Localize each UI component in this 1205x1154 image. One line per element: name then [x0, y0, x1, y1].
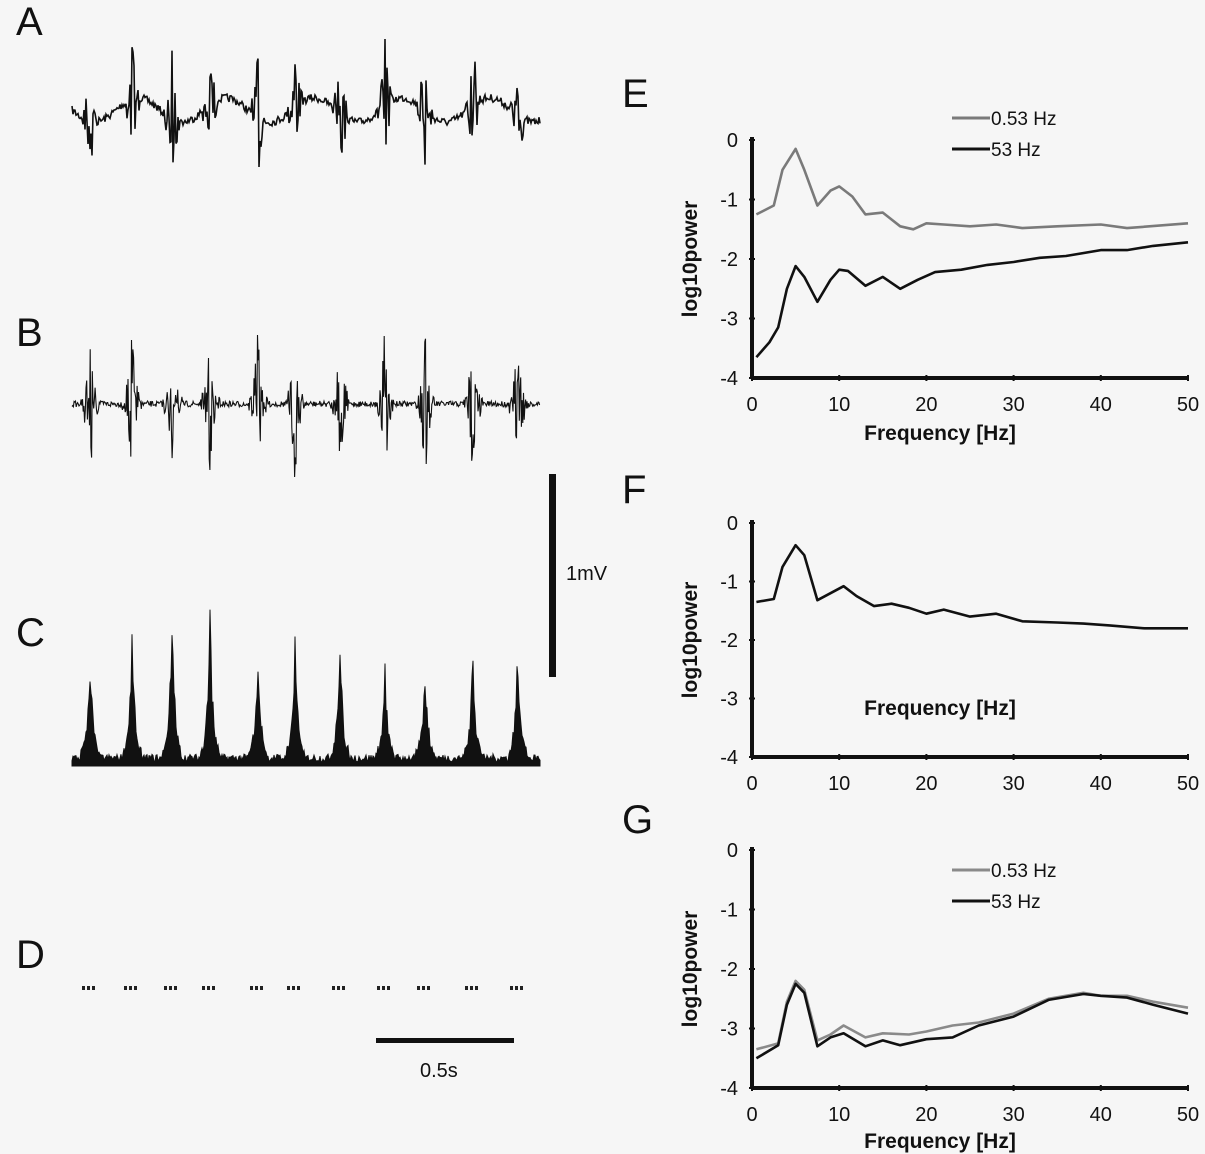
panel-label-d: D	[16, 933, 45, 977]
y-tick-label: 0	[727, 840, 738, 862]
x-tick-label: 40	[1090, 773, 1112, 795]
x-axis-label: Frequency [Hz]	[864, 697, 1016, 720]
legend-label: 53 Hz	[991, 892, 1041, 913]
panel-label-e: E	[622, 72, 649, 116]
y-tick-label: -4	[720, 1078, 738, 1100]
x-axis-label: Frequency [Hz]	[864, 422, 1016, 445]
x-tick-label: 20	[915, 773, 937, 795]
x-tick-label: 10	[828, 394, 850, 416]
series-line	[755, 982, 1189, 1060]
series-line	[756, 543, 1188, 630]
x-tick-label: 40	[1090, 394, 1112, 416]
trace-c-rectified-envelope	[71, 609, 541, 767]
y-tick-label: -1	[720, 900, 738, 922]
y-tick-label: 0	[727, 130, 738, 152]
x-tick-label: 0	[746, 773, 757, 795]
legend-label: 0.53 Hz	[991, 861, 1056, 882]
x-tick-label: 30	[1002, 1104, 1024, 1126]
y-tick-label: -4	[720, 368, 738, 390]
y-tick-label: -1	[720, 190, 738, 212]
x-tick-label: 10	[828, 1104, 850, 1126]
y-axis-label: log10power	[679, 911, 702, 1028]
panel-label-c: C	[16, 611, 45, 655]
x-tick-label: 20	[915, 1104, 937, 1126]
series-line	[755, 147, 1189, 231]
time-scale-label: 0.5s	[420, 1060, 458, 1082]
panel-label-b: B	[16, 311, 43, 355]
y-tick-label: -3	[720, 1019, 738, 1041]
legend-label: 53 Hz	[991, 140, 1041, 161]
y-tick-label: -3	[720, 309, 738, 331]
x-tick-label: 50	[1177, 773, 1199, 795]
eeg-traces	[71, 38, 556, 1043]
series-line	[755, 241, 1189, 359]
y-tick-label: -1	[720, 572, 738, 594]
panel-label-f: F	[622, 468, 647, 512]
x-tick-label: 30	[1002, 394, 1024, 416]
y-tick-label: -3	[720, 689, 738, 711]
x-tick-label: 30	[1002, 773, 1024, 795]
y-tick-label: -2	[720, 959, 738, 981]
panel-label-g: G	[622, 798, 654, 842]
x-tick-label: 0	[746, 394, 757, 416]
y-axis-label: log10power	[679, 201, 702, 318]
y-axis-label: log10power	[679, 582, 702, 699]
voltage-scale-bar	[549, 474, 556, 677]
trace-b-filtered-eeg	[71, 334, 541, 478]
x-tick-label: 0	[746, 1104, 757, 1126]
series-line	[756, 979, 1189, 1051]
panel-label-a: A	[16, 0, 43, 44]
y-tick-label: 0	[727, 513, 738, 535]
x-tick-label: 50	[1177, 1104, 1199, 1126]
trace-a-raw-eeg	[71, 38, 541, 168]
x-tick-label: 10	[828, 773, 850, 795]
y-tick-label: -4	[720, 747, 738, 769]
x-tick-label: 40	[1090, 1104, 1112, 1126]
legend-label: 0.53 Hz	[991, 109, 1056, 130]
trace-d-spike-markers	[82, 986, 523, 990]
time-scale-bar	[376, 1038, 514, 1043]
y-tick-label: -2	[720, 249, 738, 271]
x-axis-label: Frequency [Hz]	[864, 1130, 1016, 1153]
y-tick-label: -2	[720, 630, 738, 652]
voltage-scale-label: 1mV	[566, 563, 608, 585]
x-tick-label: 20	[915, 394, 937, 416]
x-tick-label: 50	[1177, 394, 1199, 416]
